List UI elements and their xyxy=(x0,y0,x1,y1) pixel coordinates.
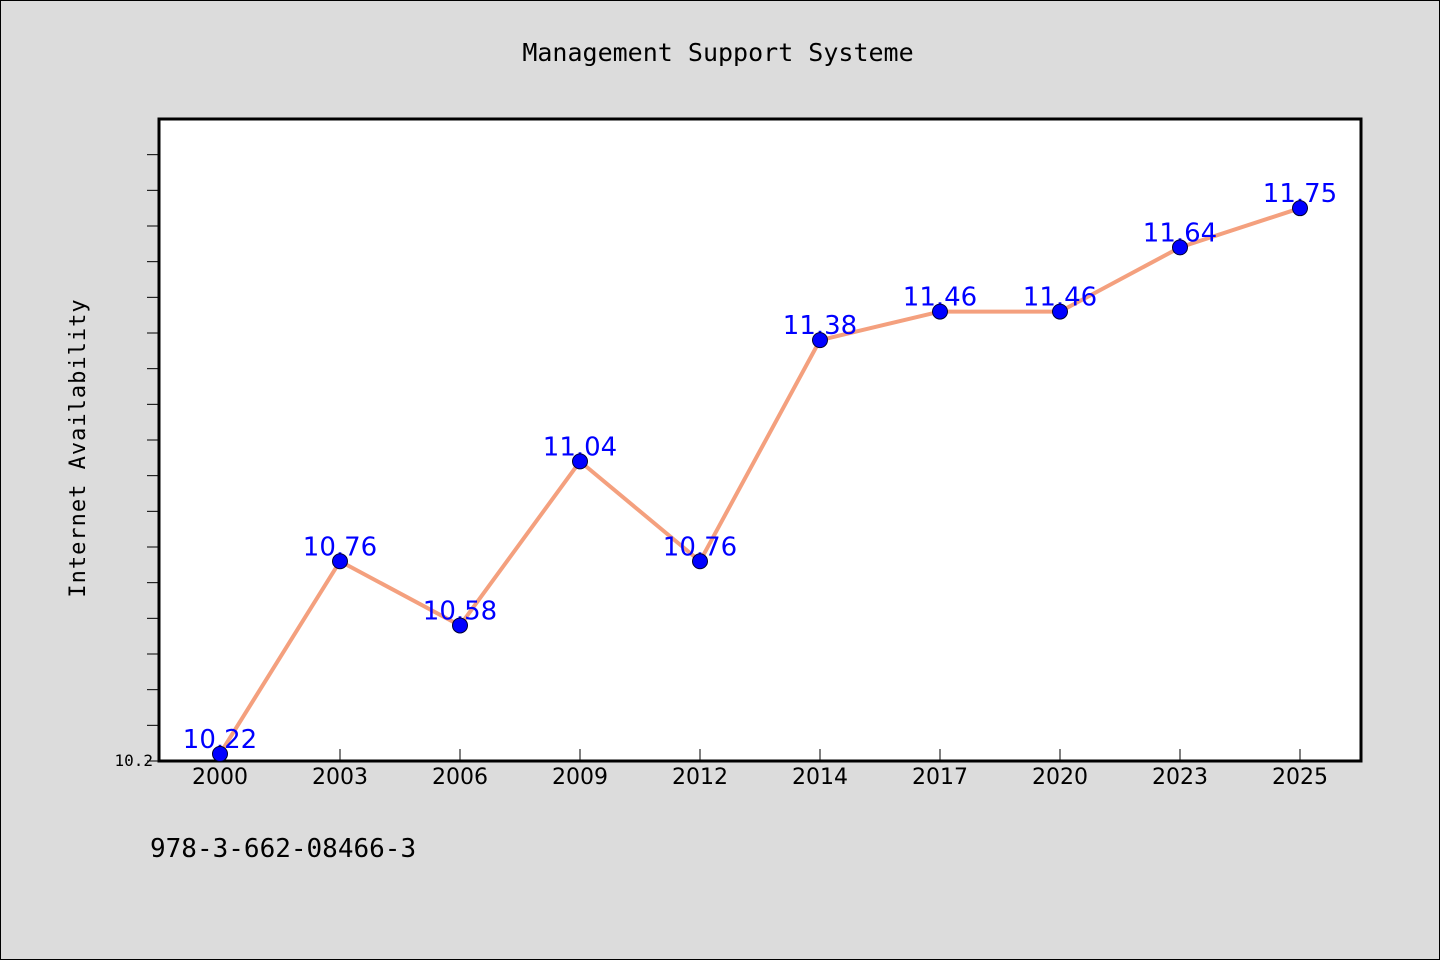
footer-code: 978-3-662-08466-3 xyxy=(150,834,417,864)
x-tick-label: 2020 xyxy=(1032,765,1088,790)
chart-title: Management Support Systeme xyxy=(522,38,913,67)
x-tick-label: 2006 xyxy=(432,765,488,790)
series-line xyxy=(218,206,1301,755)
data-point xyxy=(692,553,708,570)
data-point xyxy=(572,453,588,470)
data-point xyxy=(452,617,468,634)
x-tick-label: 2025 xyxy=(1272,765,1328,790)
plot-area xyxy=(157,117,1363,763)
x-tick-label: 2003 xyxy=(312,765,368,790)
x-tick-label: 2000 xyxy=(192,765,248,790)
y-ticks: 10.2 xyxy=(114,154,159,770)
x-tick-label: 2012 xyxy=(672,765,728,790)
x-tick-label: 2009 xyxy=(552,765,608,790)
data-point xyxy=(1172,239,1188,256)
x-tick-label: 2014 xyxy=(792,765,848,790)
y-tick-label: 10.2 xyxy=(114,751,153,770)
x-tick-label: 2017 xyxy=(912,765,968,790)
data-point xyxy=(1292,200,1308,217)
data-point xyxy=(332,553,348,570)
x-tick-label: 2023 xyxy=(1152,765,1208,790)
data-point xyxy=(812,332,828,349)
data-point xyxy=(212,745,228,762)
data-point xyxy=(932,303,948,320)
x-ticks: 2000 2003 2006 2009 2012 2014 2017 2020 2023 2025 xyxy=(192,749,1328,790)
y-axis-label: Internet Availability xyxy=(66,298,91,597)
data-point xyxy=(1052,303,1068,320)
